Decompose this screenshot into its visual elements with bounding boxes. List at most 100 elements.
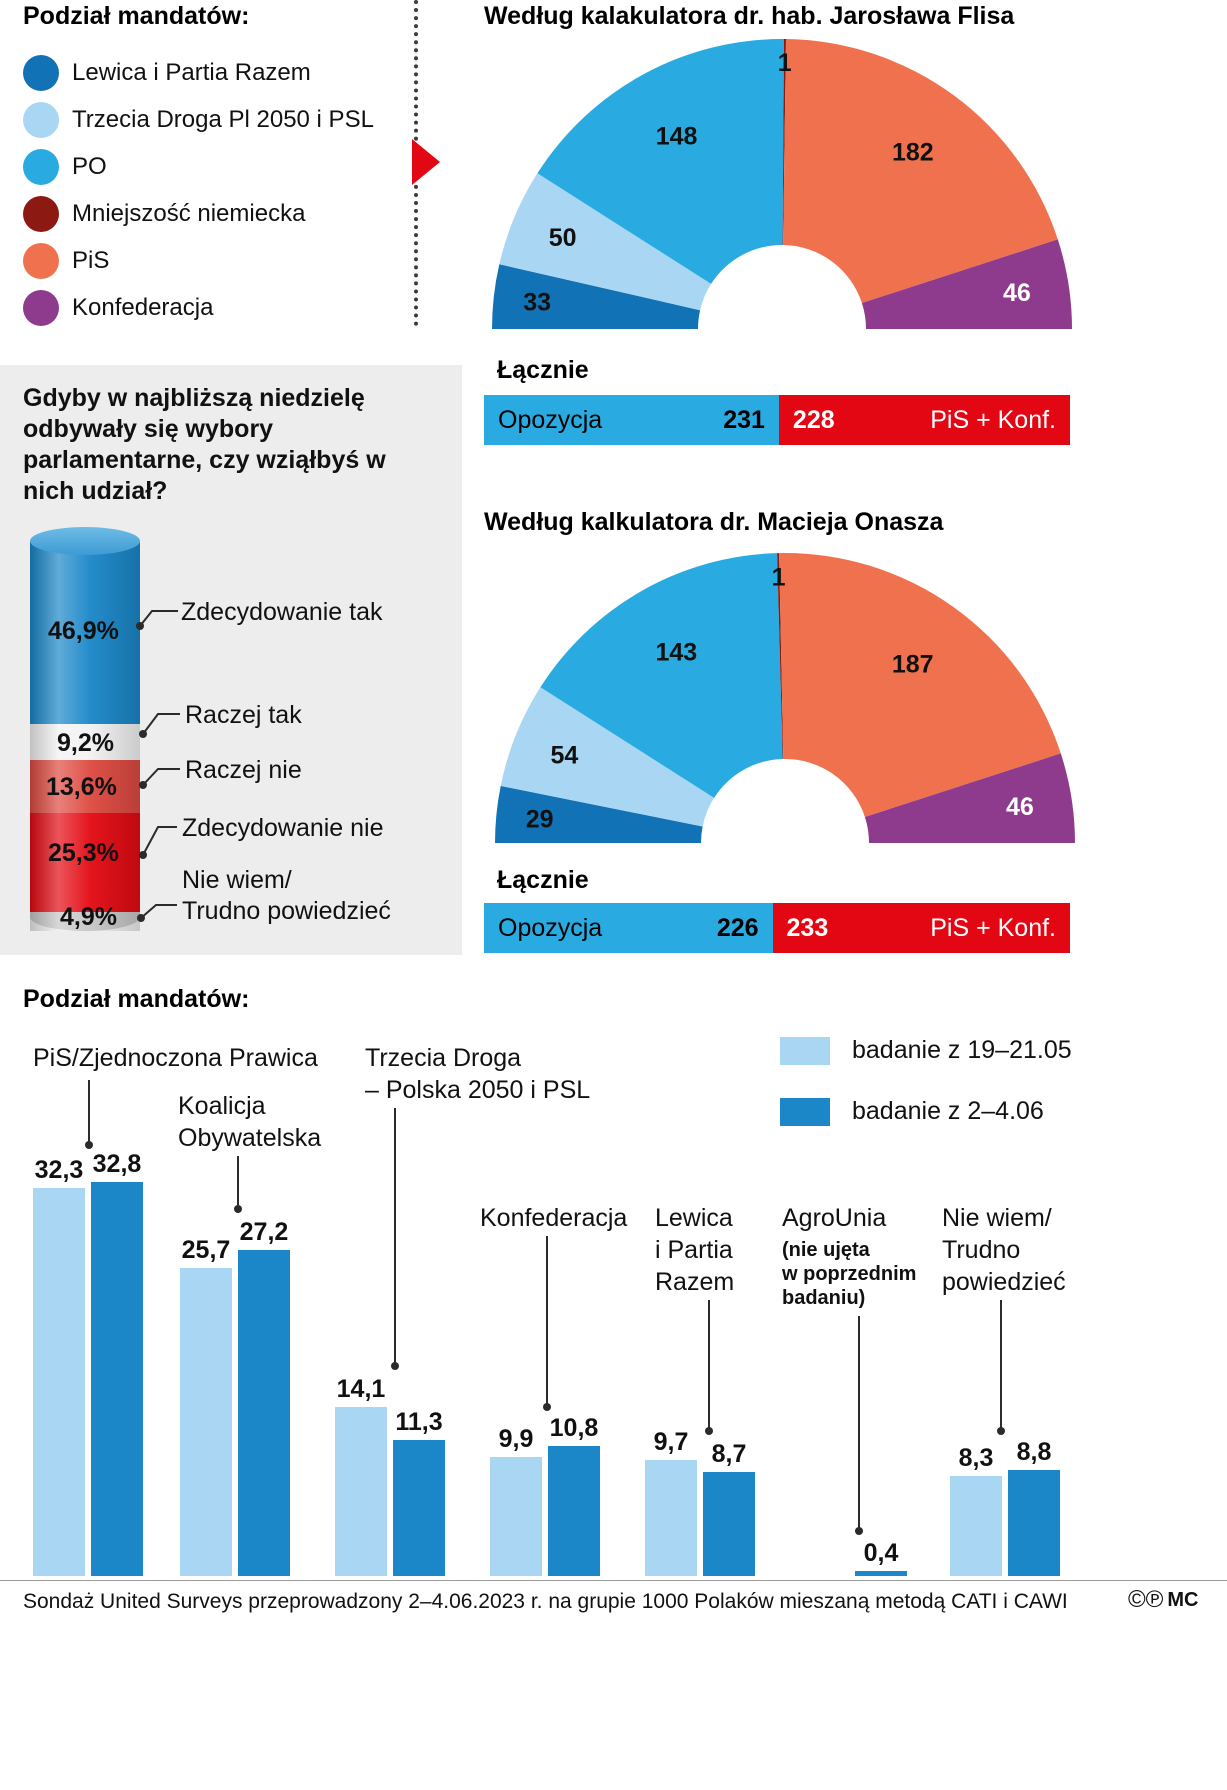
legend-item: Mniejszość niemiecka xyxy=(23,196,423,232)
support-bar-value: 9,7 xyxy=(653,1428,689,1456)
legend-item-label: Lewica i Partia Razem xyxy=(72,59,311,86)
support-bar xyxy=(645,1460,697,1576)
seat-count-label: 182 xyxy=(892,139,934,167)
flis-piskonf-value: 228 xyxy=(792,405,835,434)
onasz-opposition-label: Opozycja xyxy=(498,913,603,942)
survey-legend-item: badanie z 2–4.06 xyxy=(780,1097,1072,1126)
copyright-icons: ©℗ xyxy=(1128,1586,1164,1613)
seat-count-label: 46 xyxy=(1006,793,1034,821)
onasz-total-title: Łącznie xyxy=(497,866,589,894)
legend-item: PiS xyxy=(23,243,423,279)
turnout-pct-raczej-tak: 9,2% xyxy=(57,729,114,757)
party-label-lewica: Lewica i Partia Razem xyxy=(655,1204,735,1296)
party-label-nie-wiem: Nie wiem/ Trudno powiedzieć xyxy=(942,1204,1066,1296)
turnout-cylinder xyxy=(30,541,140,931)
seat-segment xyxy=(782,38,786,246)
flis-opposition-segment: Opozycja 231 xyxy=(484,395,779,445)
leader-line-trzecia-droga xyxy=(391,1108,399,1370)
support-bar-value: 8,7 xyxy=(711,1440,747,1468)
legend-color-dot xyxy=(23,102,59,138)
cylinder-segment xyxy=(30,912,140,931)
seat-count-label: 29 xyxy=(526,806,554,834)
seat-segment xyxy=(495,785,703,843)
seat-legend-title: Podział mandatów: xyxy=(23,2,250,30)
legend-item-label: Mniejszość niemiecka xyxy=(72,200,306,227)
seat-segment xyxy=(783,39,1058,303)
onasz-piskonf-label: PiS + Konf. xyxy=(930,913,1056,942)
party-label-ko: Koalicja Obywatelska xyxy=(178,1092,322,1152)
support-bar xyxy=(950,1476,1002,1576)
survey-legend-swatch xyxy=(780,1036,830,1065)
onasz-piskonf-segment: 233 PiS + Konf. xyxy=(772,903,1070,953)
onasz-hemicycle-chart: 29 54 143 1 187 46 xyxy=(495,553,1075,843)
footer-brand: MC xyxy=(1167,1588,1199,1611)
footer-rights: ©℗ MC xyxy=(1128,1586,1198,1614)
party-label-konfederacja: Konfederacja xyxy=(480,1204,628,1232)
onasz-piskonf-value: 233 xyxy=(786,913,829,942)
support-bar-value: 25,7 xyxy=(181,1236,231,1264)
support-bar xyxy=(548,1446,600,1576)
support-bar xyxy=(393,1440,445,1576)
turnout-cat-nie-wiem: Nie wiem/ Trudno powiedzieć xyxy=(182,866,391,925)
support-chart-title: Podział mandatów: xyxy=(23,985,250,1013)
support-bar-value: 11,3 xyxy=(395,1408,443,1436)
seat-segment xyxy=(861,239,1072,329)
onasz-totals-bar: Opozycja 226 233 PiS + Konf. xyxy=(484,903,1070,953)
turnout-cat-zdecydowanie-nie: Zdecydowanie nie xyxy=(182,814,384,842)
support-bar xyxy=(33,1188,85,1576)
legend-color-dot xyxy=(23,149,59,185)
support-bar-value: 8,3 xyxy=(958,1444,994,1472)
seat-count-label: 148 xyxy=(656,122,698,150)
flis-piskonf-label: PiS + Konf. xyxy=(930,405,1056,434)
survey-legend-label: badanie z 19–21.05 xyxy=(852,1036,1072,1064)
turnout-pct-nie-wiem: 4,9% xyxy=(60,903,117,931)
support-bar xyxy=(180,1268,232,1576)
flis-totals-bar: Opozycja 231 228 PiS + Konf. xyxy=(484,395,1070,445)
flis-opposition-value: 231 xyxy=(723,405,765,434)
legend-color-dot xyxy=(23,55,59,91)
footer-divider xyxy=(0,1580,1227,1581)
support-bar xyxy=(238,1250,290,1576)
support-bar xyxy=(703,1472,755,1576)
legend-item: Konfederacja xyxy=(23,290,423,326)
legend-color-dot xyxy=(23,243,59,279)
turnout-pct-raczej-nie: 13,6% xyxy=(46,773,117,801)
turnout-question: Gdyby w najbliższą niedzielę odbywały si… xyxy=(23,384,386,505)
party-label-agrounia: AgroUnia xyxy=(782,1204,887,1232)
cylinder-segment xyxy=(30,760,140,813)
legend-item-label: PiS xyxy=(72,247,110,274)
turnout-pct-zdecydowanie-nie: 25,3% xyxy=(48,839,119,867)
turnout-cat-raczej-tak: Raczej tak xyxy=(185,701,302,729)
support-bar xyxy=(91,1182,143,1576)
support-legend: badanie z 19–21.05 badanie z 2–4.06 xyxy=(780,1036,1072,1158)
flis-total-title: Łącznie xyxy=(497,356,589,384)
turnout-cat-raczej-nie: Raczej nie xyxy=(185,756,302,784)
turnout-cat-tak: Zdecydowanie tak xyxy=(181,598,383,626)
support-bar-value: 14,1 xyxy=(336,1375,386,1403)
flis-chart-title: Według kalakulatora dr. hab. Jarosława F… xyxy=(484,2,1015,30)
support-bar xyxy=(855,1571,907,1576)
seat-count-label: 143 xyxy=(655,638,697,666)
agrounia-note: (nie ujęta w poprzednim badaniu) xyxy=(782,1239,917,1309)
support-bar-value: 0,4 xyxy=(863,1539,899,1567)
leader-line-ko xyxy=(234,1156,242,1213)
onasz-opposition-segment: Opozycja 226 xyxy=(484,903,773,953)
leader-line-pis xyxy=(85,1080,93,1149)
onasz-chart-title: Według kalkulatora dr. Macieja Onasza xyxy=(484,508,944,536)
party-label-trzecia-droga: Trzecia Droga – Polska 2050 i PSL xyxy=(365,1044,591,1104)
legend-color-dot xyxy=(23,290,59,326)
seat-count-label: 33 xyxy=(523,288,551,316)
party-label-pis: PiS/Zjednoczona Prawica xyxy=(33,1044,318,1072)
flis-opposition-label: Opozycja xyxy=(498,405,603,434)
leader-line-agrounia xyxy=(855,1316,863,1535)
seat-count-label: 54 xyxy=(550,741,578,769)
support-bar-value: 10,8 xyxy=(549,1414,599,1442)
legend-item-label: PO xyxy=(72,153,107,180)
flis-piskonf-segment: 228 PiS + Konf. xyxy=(778,395,1070,445)
footer-source: Sondaż United Surveys przeprowadzony 2–4… xyxy=(23,1590,1068,1613)
seat-count-label: 1 xyxy=(778,49,792,77)
turnout-panel: Gdyby w najbliższą niedzielę odbywały si… xyxy=(0,365,462,955)
flis-hemicycle-chart: 33 50 148 1 182 46 xyxy=(491,38,1072,329)
seat-segment xyxy=(540,553,783,798)
support-bar-value: 9,9 xyxy=(498,1425,534,1453)
